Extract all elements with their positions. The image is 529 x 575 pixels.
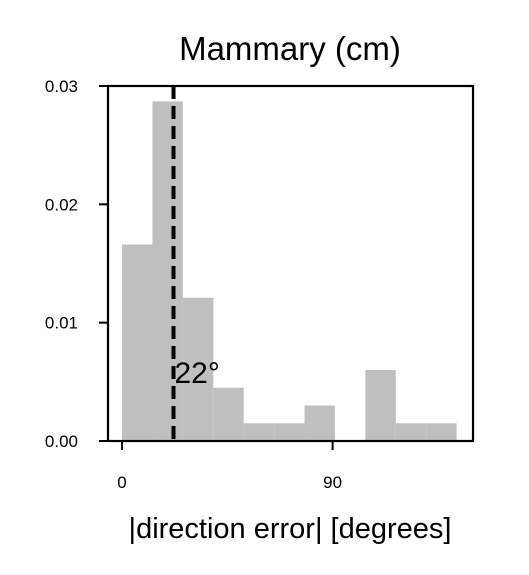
x-axis-label: |direction error| [degrees] — [129, 513, 452, 545]
histogram-bar-9 — [395, 423, 427, 441]
bars-group — [122, 101, 457, 441]
histogram-bar-3 — [213, 387, 244, 441]
x-tick-label-1: 90 — [323, 473, 342, 492]
y-tick-label-3: 0.03 — [45, 77, 78, 96]
plot-frame — [106, 84, 475, 443]
histogram-bar-5 — [274, 423, 305, 441]
histogram-bar-10 — [426, 423, 457, 441]
histogram-bar-2 — [182, 297, 214, 441]
histogram-bar-6 — [304, 405, 335, 441]
histogram-bar-8 — [365, 370, 396, 441]
histogram-bar-1 — [152, 101, 183, 441]
histogram-bar-4 — [243, 423, 275, 441]
x-tick-label-0: 0 — [117, 473, 126, 492]
chart-title: Mammary (cm) — [179, 30, 401, 67]
histogram-bar-0 — [122, 244, 153, 441]
y-tick-label-1: 0.01 — [45, 314, 78, 333]
y-tick-label-2: 0.02 — [45, 195, 78, 214]
median-label: 22° — [175, 357, 220, 390]
y-axis: 0.00 0.01 0.02 0.03 — [45, 77, 108, 451]
y-tick-label-0: 0.00 — [45, 432, 78, 451]
x-axis: 0 90 — [117, 441, 342, 492]
median-group: 22° — [171, 86, 220, 441]
